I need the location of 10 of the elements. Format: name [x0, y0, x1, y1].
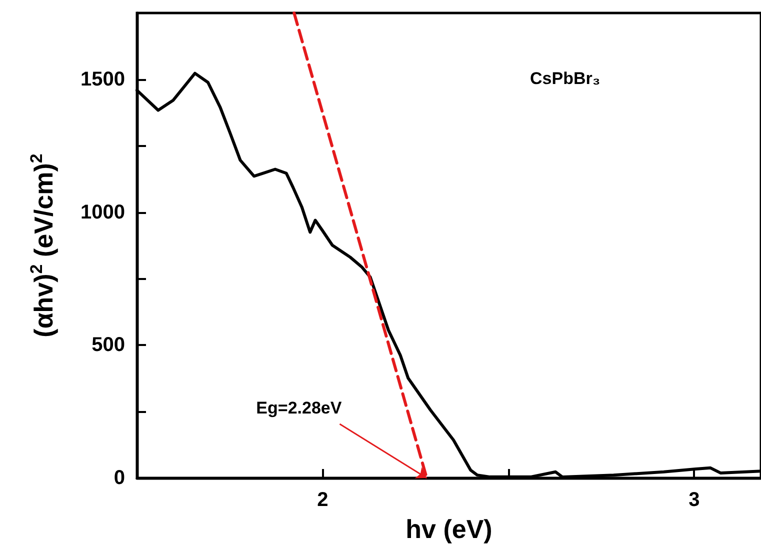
y-tick-label: 500 [92, 334, 125, 356]
y-tick-label: 0 [114, 467, 125, 489]
y-axis-title: (αhv)2 (eV/cm)2 [27, 154, 58, 338]
y-tick-label: 1000 [80, 201, 125, 224]
x-axis-title: hv (eV) [406, 514, 492, 544]
x-tick-label: 3 [688, 489, 700, 511]
annotation: CsPbBr₃ [530, 69, 600, 88]
x-tick-label: 2 [317, 489, 328, 511]
y-tick-label: 1500 [80, 68, 125, 90]
annotation: Eg=2.28eV [256, 398, 342, 418]
